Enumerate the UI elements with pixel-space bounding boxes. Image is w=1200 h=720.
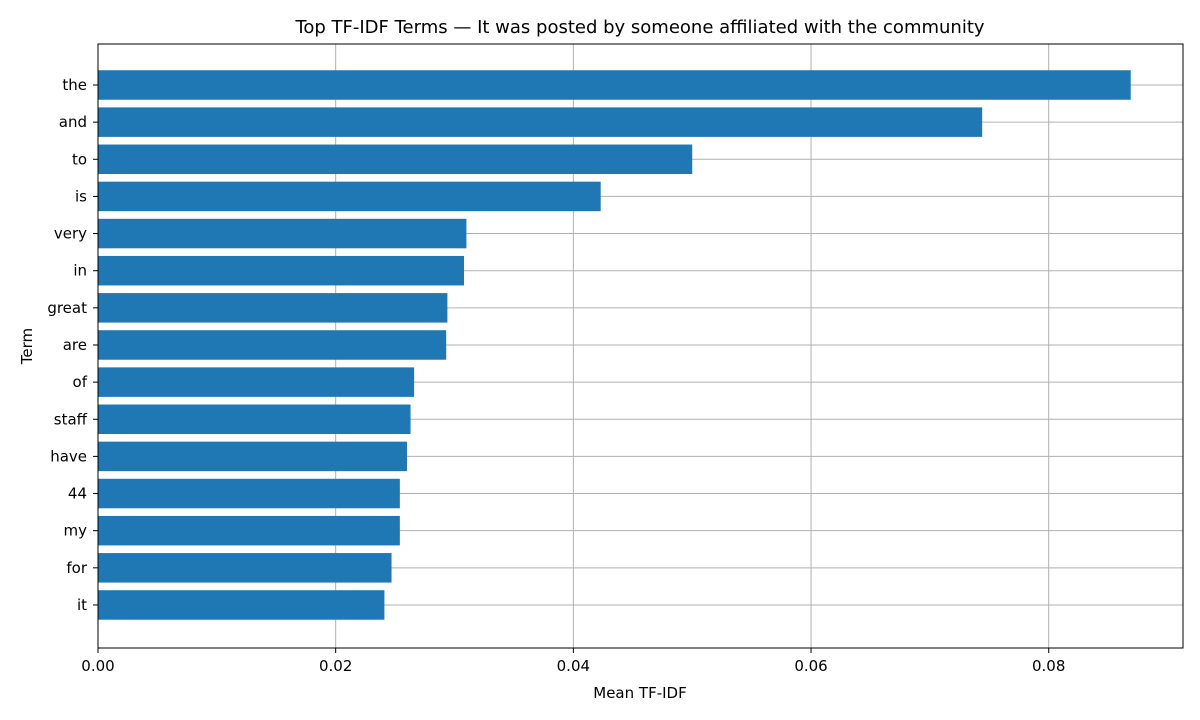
y-tick-label: my (64, 522, 88, 540)
y-tick-label: it (77, 596, 87, 614)
bar-are (98, 330, 447, 360)
y-tick-label: staff (54, 410, 88, 428)
y-tick-label: 44 (68, 485, 87, 503)
bar-staff (98, 404, 411, 435)
bar-great (98, 293, 448, 323)
x-tick-label: 0.06 (794, 657, 827, 675)
x-tick-label: 0.02 (319, 657, 352, 675)
x-tick-label: 0.00 (81, 657, 114, 675)
bar-have (98, 441, 407, 472)
bar-it (98, 590, 385, 620)
plot-frame (97, 43, 1184, 649)
y-tick-label: are (63, 336, 87, 354)
y-tick-label: the (62, 76, 87, 94)
chart-title: Top TF-IDF Terms — It was posted by some… (294, 17, 984, 38)
bar-very (98, 218, 467, 249)
bar-is (98, 181, 601, 212)
bar-to (98, 144, 693, 175)
y-tick-label: in (73, 262, 87, 280)
y-tick-label: to (72, 150, 87, 168)
x-tick-label: 0.08 (1032, 657, 1065, 675)
y-tick-label: for (66, 559, 87, 577)
y-tick-label: very (54, 225, 87, 243)
bar-44 (98, 478, 400, 509)
bar-the (98, 70, 1131, 100)
y-axis-label: Term (18, 328, 36, 365)
bar-of (98, 367, 415, 397)
bar-for (98, 553, 392, 583)
bar-and (98, 107, 983, 137)
bars-layer (98, 70, 1131, 620)
y-tick-label: and (59, 113, 87, 131)
bar-my (98, 515, 400, 546)
bar-in (98, 255, 465, 286)
y-tick-label: great (47, 299, 87, 317)
x-axis-label: Mean TF-IDF (593, 684, 686, 702)
y-tick-label: is (75, 187, 87, 205)
x-tick-label: 0.04 (557, 657, 590, 675)
y-tick-label: have (50, 447, 87, 465)
ticks-layer: 0.00 0.02 0.04 0.06 0.08 the and to is very in grea… (47, 76, 1065, 675)
y-tick-label: of (73, 373, 88, 391)
